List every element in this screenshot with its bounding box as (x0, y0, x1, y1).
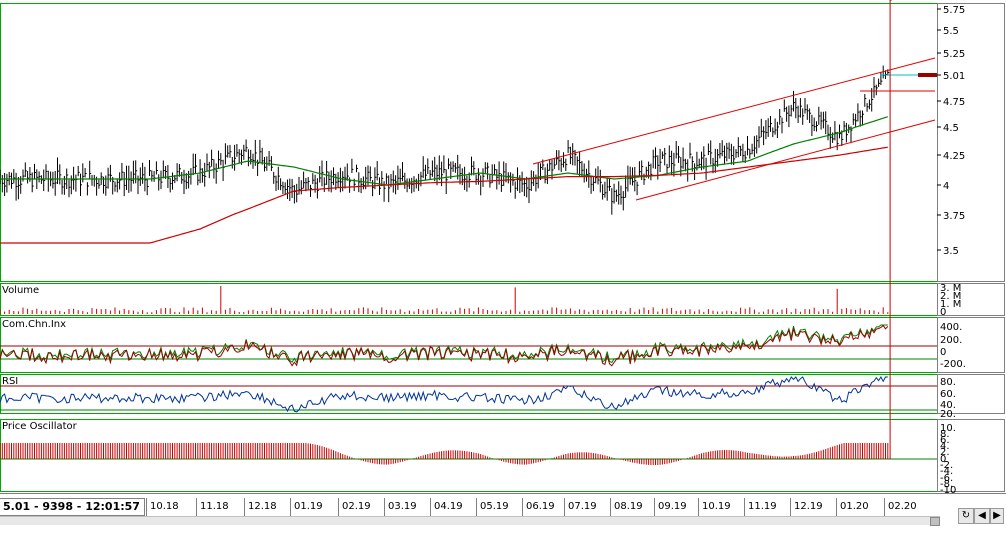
price-tick-label: 5.5 (943, 26, 959, 37)
cci-tick-label: -200. (940, 359, 966, 370)
series-line (0, 146, 888, 244)
volume-tick-label: 0 (940, 307, 946, 318)
cci-tick-label: 0 (940, 347, 946, 358)
scrollbar-thumb[interactable] (930, 517, 940, 526)
arrow-right-icon[interactable]: ▶ (990, 508, 1004, 524)
x-axis-label: 02.19 (338, 498, 371, 516)
po-tick-label: 8. (940, 429, 950, 440)
x-axis-label: 09.19 (654, 498, 687, 516)
channel-lower-line (635, 119, 936, 201)
rsi-tick-label: 40. (940, 400, 956, 411)
pane-title-cci: Com.Chn.Inx (2, 319, 66, 330)
cci-tick-label: 400. (940, 322, 962, 333)
price-tick-label: 5.75 (943, 5, 965, 16)
x-axis-label: 07.19 (564, 498, 597, 516)
pane-price (0, 3, 938, 282)
price-tick-label: 4.75 (943, 97, 965, 108)
po-tick-label: -6. (940, 473, 953, 484)
x-axis-labels: 10.18 11.18 12.18 01.19 02.19 03.19 04.19 05.19… (0, 498, 940, 516)
pane-title-volume: Volume (2, 285, 39, 296)
cci-tick-label: 200. (940, 335, 962, 346)
pane-cci (0, 317, 938, 373)
y-axis-po (937, 419, 1005, 492)
price-tick-label: 5.01 (943, 71, 965, 82)
pane-title-po: Price Oscillator (2, 421, 78, 432)
po-tick-label: 10. (940, 423, 956, 434)
po-tick-label: 0 (940, 454, 946, 465)
series-line (0, 116, 888, 186)
volume-tick-label: 1. M (940, 299, 961, 310)
x-axis-label: 04.19 (430, 498, 463, 516)
price-tick-label: 3.5 (943, 246, 959, 257)
price-tick-label: 4 (943, 181, 949, 192)
x-axis-label: 06.19 (522, 498, 555, 516)
price-tick-label: 3.75 (943, 211, 965, 222)
x-axis-label: 08.19 (610, 498, 643, 516)
x-axis-label: 02.20 (884, 498, 917, 516)
x-axis-label: 11.18 (196, 498, 229, 516)
cci-signal-line (0, 324, 889, 367)
pane-rsi (0, 374, 938, 414)
x-axis-label: 11.19 (744, 498, 777, 516)
po-tick-label: 4. (940, 441, 950, 452)
volume-tick-label: 2. M (940, 291, 961, 302)
price-tick-label: 4.5 (943, 123, 959, 134)
x-axis-label: 12.19 (790, 498, 823, 516)
rsi-tick-label: 60. (940, 389, 956, 400)
po-tick-label: -10 (940, 485, 956, 494)
x-axis-label: 12.18 (244, 498, 277, 516)
y-axis-cci (937, 317, 1005, 373)
arrow-left-icon[interactable]: ◀ (974, 508, 990, 524)
status-readout: 5.01 - 9398 - 12:01:57 (0, 498, 145, 516)
channel-upper-line (532, 57, 936, 165)
po-tick-label: 2. (940, 447, 950, 458)
po-tick-label: 6. (940, 435, 950, 446)
x-axis-label: 01.20 (836, 498, 869, 516)
x-axis-label: 05.19 (476, 498, 509, 516)
x-axis-label: 10.19 (698, 498, 731, 516)
po-tick-label: -8. (940, 479, 953, 490)
refresh-icon[interactable]: ↻ (958, 508, 974, 524)
y-axis-price (937, 3, 1005, 282)
y-axis-rsi (937, 374, 1005, 414)
rsi-tick-label: 20. (940, 409, 956, 420)
last-price-marker (918, 73, 937, 77)
rsi-line (0, 376, 888, 413)
rsi-tick-label: 80. (940, 377, 956, 388)
y-axis-volume (937, 283, 1005, 316)
chart-canvas: Volume Com.Chn.Inx RSI Price Oscillator 5.7… (0, 0, 1005, 494)
x-axis-label: 03.19 (384, 498, 417, 516)
price-tick-label: 5.25 (943, 49, 965, 60)
po-tick-label: -2. (940, 460, 953, 471)
pane-title-rsi: RSI (2, 376, 18, 387)
volume-tick-label: 3. M (940, 283, 961, 294)
horizontal-scrollbar[interactable] (0, 516, 940, 526)
bottom-bar: 10.18 11.18 12.18 01.19 02.19 03.19 04.19 05.19… (0, 493, 1006, 533)
po-tick-label: -4. (940, 466, 953, 477)
price-tick-label: 4.25 (943, 151, 965, 162)
x-axis-label: 01.19 (290, 498, 323, 516)
x-axis-label: 10.18 (146, 498, 179, 516)
